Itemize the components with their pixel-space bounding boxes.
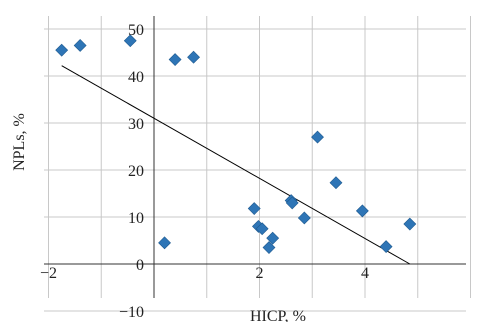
x-axis-title: HICP, % [250, 308, 306, 322]
data-point [403, 217, 417, 231]
data-point [297, 211, 311, 225]
data-point [158, 236, 171, 250]
axes [44, 16, 466, 298]
trend-line [61, 65, 411, 265]
data-point [311, 130, 324, 144]
data-point [285, 196, 299, 210]
data-point [355, 204, 369, 218]
x-tick-label: 4 [361, 265, 369, 282]
data-point [266, 231, 280, 245]
data-point [247, 202, 261, 215]
data-point [329, 176, 343, 190]
data-point [187, 50, 200, 64]
data-point [168, 53, 182, 66]
y-tick-label: 20 [128, 163, 144, 180]
data-point [262, 241, 276, 254]
y-tick-label: 50 [128, 22, 144, 39]
tick-labels: −10 0 10 20 30 40 50 −2 2 4 [40, 22, 369, 321]
data-points [55, 34, 417, 254]
y-tick-label: 30 [128, 116, 144, 133]
x-tick-label: 2 [256, 265, 264, 282]
y-tick-label: −10 [119, 304, 144, 321]
data-point [123, 34, 137, 48]
data-point [73, 39, 87, 52]
x-tick-label: −2 [40, 265, 57, 282]
gridlines [44, 16, 471, 312]
data-point [55, 43, 69, 57]
data-point [255, 222, 269, 236]
y-axis-title: NPLs, % [11, 113, 28, 171]
trendline-layer [61, 65, 411, 265]
y-tick-label: 0 [136, 257, 144, 274]
y-tick-label: 40 [128, 69, 144, 86]
data-point [379, 240, 393, 254]
y-tick-label: 10 [128, 210, 144, 227]
